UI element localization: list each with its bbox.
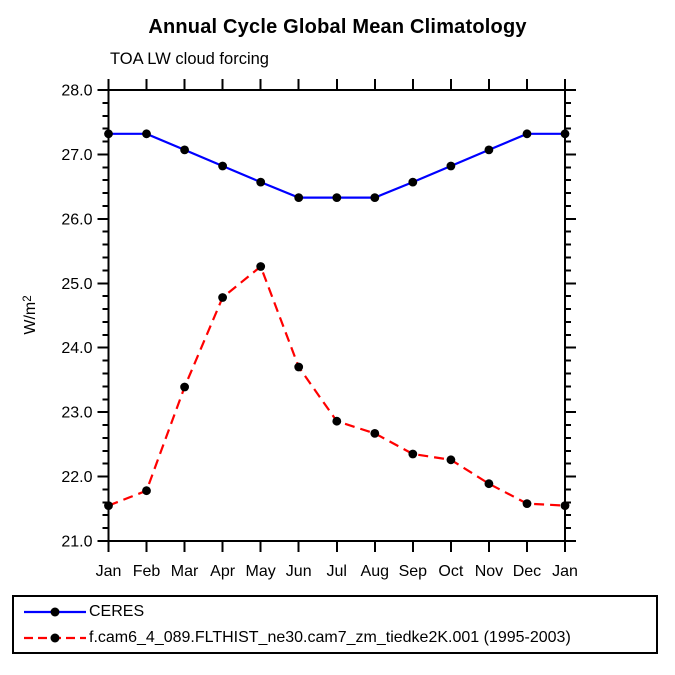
- x-tick-label: Mar: [171, 563, 199, 580]
- legend-label-model: f.cam6_4_089.FLTHIST_ne30.cam7_zm_tiedke…: [89, 629, 571, 646]
- data-point-marker-0: [484, 145, 494, 155]
- plot-area: 21.0 22.0 23.0 24.0 25.0 26.0 27.0 28.0 Jan Feb Ma…: [61, 79, 578, 580]
- y-tick-label: 28.0: [61, 83, 92, 100]
- x-tick-label: Oct: [438, 563, 463, 580]
- series-line-0: [108, 132, 565, 199]
- x-tick-label: Dec: [513, 563, 541, 580]
- model-sample-marker-icon: [50, 633, 60, 643]
- legend-entry-model: f.cam6_4_089.FLTHIST_ne30.cam7_zm_tiedke…: [23, 625, 656, 651]
- ceres-sample-marker-icon: [50, 607, 60, 617]
- data-point-marker-1: [332, 416, 342, 426]
- ceres-line-sample-icon: [24, 607, 86, 617]
- legend: CERES f.cam6_4_089.FLTHIST_ne30.cam7_zm_…: [12, 595, 658, 654]
- data-point-marker-1: [446, 455, 456, 465]
- chart-subtitle: TOA LW cloud forcing: [110, 50, 269, 68]
- y-tick-label: 23.0: [61, 405, 92, 422]
- x-tick-label: Jul: [327, 563, 347, 580]
- data-point-marker-1: [218, 293, 228, 302]
- data-point-marker-0: [370, 193, 380, 203]
- x-tick-label: Feb: [133, 563, 161, 580]
- data-point-marker-1: [294, 362, 304, 372]
- model-line-sample-icon: [24, 633, 86, 643]
- data-point-marker-0: [256, 177, 266, 187]
- chart-title: Annual Cycle Global Mean Climatology: [148, 16, 527, 38]
- data-point-marker-1: [104, 501, 113, 510]
- data-point-marker-0: [446, 161, 456, 171]
- data-point-marker-0: [332, 193, 342, 203]
- x-tick-label: Jan: [552, 563, 578, 580]
- x-tick-label: Sep: [399, 563, 428, 580]
- data-point-marker-0: [522, 129, 532, 139]
- y-tick-label: 25.0: [61, 276, 92, 293]
- data-point-marker-0: [408, 177, 418, 187]
- y-tick-label: 27.0: [61, 147, 92, 164]
- data-point-marker-0: [142, 129, 151, 139]
- y-tick-label: 21.0: [61, 534, 92, 551]
- data-point-marker-1: [370, 429, 380, 438]
- data-point-marker-0: [180, 145, 190, 155]
- data-point-marker-1: [522, 499, 532, 508]
- legend-entry-ceres: CERES: [23, 599, 656, 625]
- data-point-marker-0: [218, 161, 228, 171]
- x-tick-label: Jun: [286, 563, 312, 580]
- y-axis-label-base: W/m: [22, 301, 39, 335]
- y-tick-label: 26.0: [61, 211, 92, 228]
- data-point-marker-1: [180, 382, 190, 392]
- data-point-marker-1: [484, 479, 494, 489]
- data-point-marker-1: [408, 449, 418, 459]
- x-tick-label: May: [246, 563, 276, 580]
- x-tick-label: Nov: [475, 563, 503, 580]
- data-point-marker-0: [104, 129, 113, 139]
- data-point-marker-0: [294, 193, 304, 203]
- data-point-marker-1: [142, 486, 151, 496]
- data-point-marker-1: [256, 262, 266, 271]
- data-point-marker-0: [560, 129, 570, 139]
- x-tick-label: Apr: [210, 563, 236, 580]
- y-axis-label-exponent: 2: [22, 295, 34, 302]
- y-tick-label: 24.0: [61, 340, 92, 357]
- x-tick-label: Jan: [96, 563, 122, 580]
- legend-label-ceres: CERES: [89, 603, 145, 620]
- data-point-marker-1: [560, 501, 570, 510]
- x-tick-label: Aug: [361, 563, 389, 580]
- y-tick-label: 22.0: [61, 469, 92, 486]
- y-axis-label: W/m2: [22, 295, 40, 334]
- series-line-1: [108, 264, 566, 507]
